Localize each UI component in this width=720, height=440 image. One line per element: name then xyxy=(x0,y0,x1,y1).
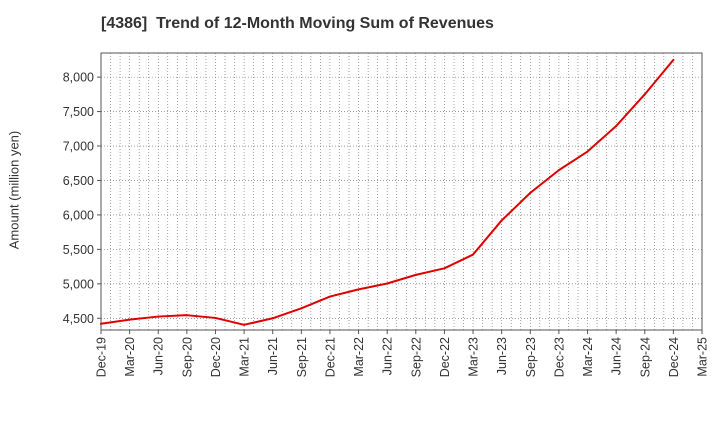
grid-lines xyxy=(101,53,702,330)
x-tick-label: Sep-21 xyxy=(295,337,309,377)
x-tick-label: Jun-20 xyxy=(152,337,166,375)
data-point xyxy=(214,316,217,319)
y-tick-label: 7,000 xyxy=(63,140,94,154)
data-point xyxy=(271,317,274,320)
y-tick-label: 6,500 xyxy=(63,174,94,188)
data-point xyxy=(672,58,675,61)
x-tick-label: Mar-21 xyxy=(238,337,252,377)
x-tick-label: Mar-20 xyxy=(123,337,137,377)
x-tick-label: Dec-22 xyxy=(438,337,452,377)
x-tick-label: Mar-23 xyxy=(467,337,481,377)
x-tick-label: Mar-24 xyxy=(581,337,595,377)
data-point xyxy=(243,323,246,326)
data-point xyxy=(300,307,303,310)
x-tick-label: Mar-25 xyxy=(696,337,710,377)
y-tick-label: 5,500 xyxy=(63,243,94,257)
data-point xyxy=(500,219,503,222)
x-tick-label: Dec-19 xyxy=(95,337,109,377)
data-point xyxy=(386,282,389,285)
x-tick-label: Sep-20 xyxy=(180,337,194,377)
data-point xyxy=(157,315,160,318)
data-point xyxy=(586,150,589,153)
plot-area-frame xyxy=(100,52,703,331)
data-point xyxy=(443,267,446,270)
x-tick-label: Jun-21 xyxy=(266,337,280,375)
x-tick-label: Dec-21 xyxy=(323,337,337,377)
data-point xyxy=(357,288,360,291)
x-tick-label: Jun-24 xyxy=(610,337,624,375)
x-tick-label: Sep-23 xyxy=(524,337,538,377)
data-point xyxy=(185,314,188,317)
x-tick-label: Dec-20 xyxy=(209,337,223,377)
x-tick-label: Sep-24 xyxy=(638,337,652,377)
data-point xyxy=(472,253,475,256)
y-tick-label: 4,500 xyxy=(63,312,94,326)
data-point xyxy=(643,93,646,96)
y-tick-label: 8,000 xyxy=(63,71,94,85)
y-tick-label: 6,000 xyxy=(63,208,94,222)
x-tick-label: Jun-23 xyxy=(495,337,509,375)
y-tick-label: 5,000 xyxy=(63,277,94,291)
x-tick-label: Sep-22 xyxy=(409,337,423,377)
y-tick-label: 7,500 xyxy=(63,105,94,119)
data-point xyxy=(615,125,618,128)
x-tick-label: Dec-24 xyxy=(667,337,681,377)
data-point xyxy=(557,169,560,172)
data-point xyxy=(414,273,417,276)
axis-ticks: 4,500 5,000 5,500 6,000 6,500 7,000 7,500 8,000… xyxy=(63,71,710,378)
data-point xyxy=(128,318,131,321)
data-point xyxy=(529,191,532,194)
chart-title: [4386] Trend of 12-Month Moving Sum of R… xyxy=(101,15,494,32)
series-line xyxy=(100,58,675,326)
x-tick-label: Jun-22 xyxy=(381,337,395,375)
data-point xyxy=(328,295,331,298)
x-tick-label: Mar-22 xyxy=(352,337,366,377)
data-point xyxy=(100,322,102,325)
series-layer xyxy=(100,58,675,326)
x-tick-label: Dec-23 xyxy=(552,337,566,377)
